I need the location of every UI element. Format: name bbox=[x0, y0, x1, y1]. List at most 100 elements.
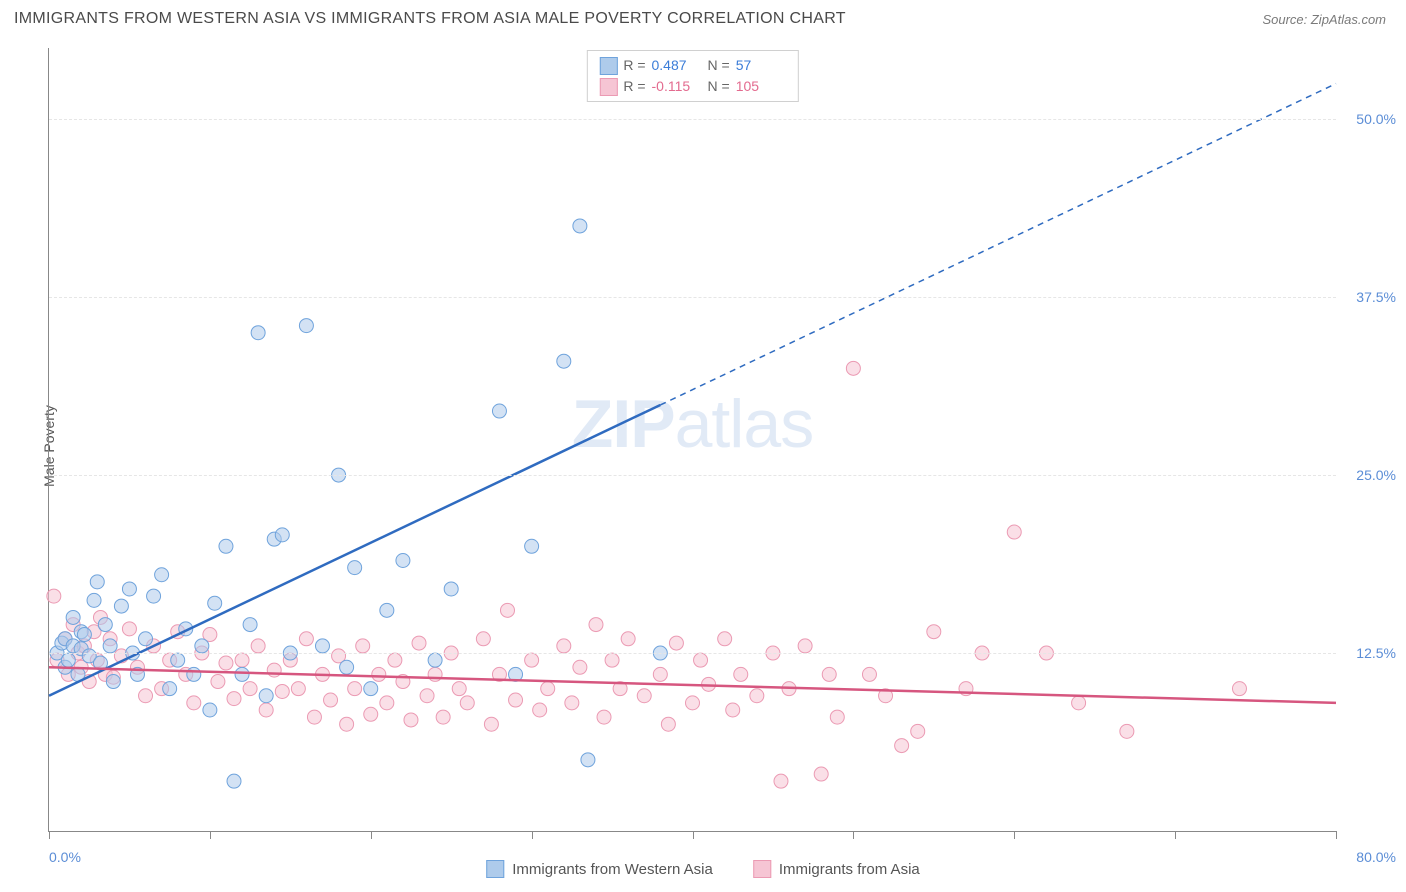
data-point bbox=[243, 618, 257, 632]
scatter-plot-svg bbox=[49, 48, 1336, 831]
gridline-h bbox=[49, 653, 1336, 654]
data-point bbox=[911, 724, 925, 738]
data-point bbox=[589, 618, 603, 632]
data-point bbox=[1072, 696, 1086, 710]
data-point bbox=[324, 693, 338, 707]
data-point bbox=[66, 610, 80, 624]
data-point bbox=[299, 632, 313, 646]
data-point bbox=[573, 660, 587, 674]
data-point bbox=[822, 667, 836, 681]
data-point bbox=[251, 639, 265, 653]
data-point bbox=[1007, 525, 1021, 539]
data-point bbox=[259, 703, 273, 717]
data-point bbox=[219, 539, 233, 553]
data-point bbox=[275, 684, 289, 698]
data-point bbox=[187, 696, 201, 710]
data-point bbox=[235, 667, 249, 681]
data-point bbox=[533, 703, 547, 717]
data-point bbox=[420, 689, 434, 703]
data-point bbox=[895, 739, 909, 753]
data-point bbox=[299, 319, 313, 333]
data-point bbox=[686, 696, 700, 710]
x-axis-min-label: 0.0% bbox=[49, 849, 81, 865]
data-point bbox=[77, 628, 91, 642]
data-point bbox=[605, 653, 619, 667]
data-point bbox=[862, 667, 876, 681]
data-point bbox=[348, 561, 362, 575]
data-point bbox=[98, 618, 112, 632]
data-point bbox=[227, 692, 241, 706]
data-point bbox=[500, 603, 514, 617]
x-tick bbox=[1014, 831, 1015, 839]
data-point bbox=[525, 653, 539, 667]
data-point bbox=[122, 582, 136, 596]
y-tick-label: 25.0% bbox=[1356, 467, 1396, 483]
data-point bbox=[669, 636, 683, 650]
bottom-legend: Immigrants from Western Asia Immigrants … bbox=[486, 860, 920, 878]
data-point bbox=[1232, 682, 1246, 696]
data-point bbox=[114, 599, 128, 613]
legend-item-2: Immigrants from Asia bbox=[753, 860, 920, 878]
data-point bbox=[653, 667, 667, 681]
data-point bbox=[637, 689, 651, 703]
data-point bbox=[291, 682, 305, 696]
data-point bbox=[846, 361, 860, 375]
data-point bbox=[315, 639, 329, 653]
legend-swatch-pink-icon bbox=[753, 860, 771, 878]
data-point bbox=[396, 554, 410, 568]
source-attribution: Source: ZipAtlas.com bbox=[1262, 12, 1386, 27]
data-point bbox=[380, 603, 394, 617]
data-point bbox=[348, 682, 362, 696]
data-point bbox=[492, 404, 506, 418]
data-point bbox=[573, 219, 587, 233]
data-point bbox=[203, 703, 217, 717]
x-axis-max-label: 80.0% bbox=[1356, 849, 1396, 865]
data-point bbox=[163, 682, 177, 696]
data-point bbox=[61, 653, 75, 667]
data-point bbox=[259, 689, 273, 703]
data-point bbox=[694, 653, 708, 667]
data-point bbox=[211, 675, 225, 689]
legend-swatch-blue-icon bbox=[486, 860, 504, 878]
data-point bbox=[476, 632, 490, 646]
data-point bbox=[155, 568, 169, 582]
data-point bbox=[557, 639, 571, 653]
data-point bbox=[597, 710, 611, 724]
data-point bbox=[307, 710, 321, 724]
data-point bbox=[106, 675, 120, 689]
data-point bbox=[87, 593, 101, 607]
data-point bbox=[372, 667, 386, 681]
data-point bbox=[195, 639, 209, 653]
chart-plot-area: ZIPatlas R = 0.487 N = 57 R = -0.115 N =… bbox=[48, 48, 1336, 832]
legend-item-1: Immigrants from Western Asia bbox=[486, 860, 713, 878]
data-point bbox=[774, 774, 788, 788]
legend-label-2: Immigrants from Asia bbox=[779, 861, 920, 878]
data-point bbox=[251, 326, 265, 340]
data-point bbox=[1120, 724, 1134, 738]
data-point bbox=[452, 682, 466, 696]
x-tick bbox=[1336, 831, 1337, 839]
data-point bbox=[718, 632, 732, 646]
data-point bbox=[103, 639, 117, 653]
x-tick bbox=[371, 831, 372, 839]
data-point bbox=[219, 656, 233, 670]
x-tick bbox=[693, 831, 694, 839]
legend-label-1: Immigrants from Western Asia bbox=[512, 861, 713, 878]
data-point bbox=[404, 713, 418, 727]
data-point bbox=[581, 753, 595, 767]
gridline-h bbox=[49, 297, 1336, 298]
data-point bbox=[444, 582, 458, 596]
data-point bbox=[541, 682, 555, 696]
regression-line-dashed bbox=[660, 84, 1336, 405]
data-point bbox=[525, 539, 539, 553]
data-point bbox=[621, 632, 635, 646]
gridline-h bbox=[49, 475, 1336, 476]
data-point bbox=[364, 707, 378, 721]
data-point bbox=[734, 667, 748, 681]
data-point bbox=[139, 632, 153, 646]
data-point bbox=[436, 710, 450, 724]
data-point bbox=[364, 682, 378, 696]
y-tick-label: 50.0% bbox=[1356, 111, 1396, 127]
data-point bbox=[243, 682, 257, 696]
data-point bbox=[798, 639, 812, 653]
